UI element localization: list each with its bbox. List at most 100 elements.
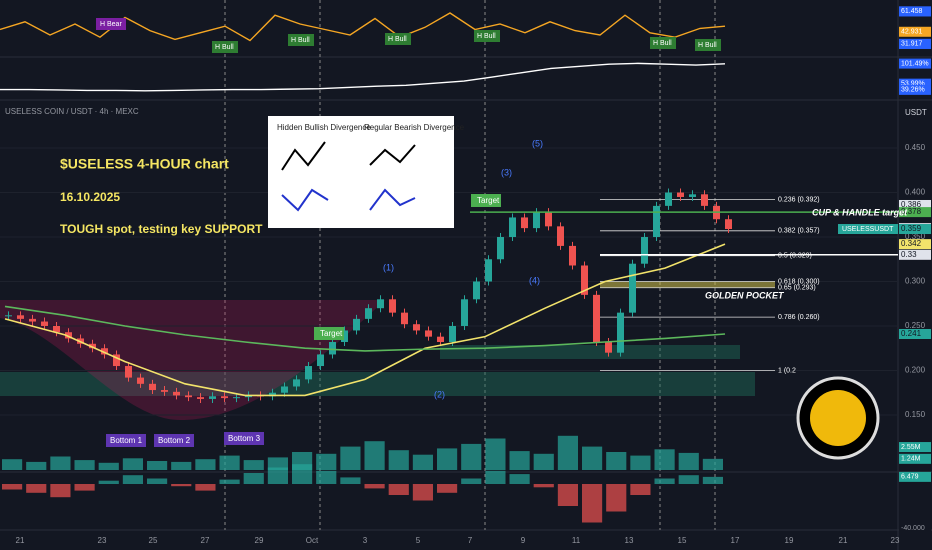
x-tick-label: 27 (201, 536, 210, 545)
div-label: H Bull (388, 36, 407, 43)
x-tick-label: 21 (839, 536, 848, 545)
value-tag (899, 84, 931, 95)
div-label: H Bull (291, 37, 310, 44)
date-note: 16.10.2025 (60, 190, 120, 204)
histogram-bar (364, 484, 385, 489)
candle (677, 192, 684, 197)
value-tag (899, 453, 931, 464)
inset-box (268, 116, 454, 228)
candle (425, 330, 432, 337)
histogram-bar (630, 455, 651, 470)
div-box (212, 41, 238, 53)
histogram-bar (678, 452, 699, 470)
fib-label: 0.236 (0.392) (778, 196, 820, 203)
y-tick-label: 0.350 (905, 232, 926, 241)
histogram-bar (122, 458, 143, 470)
candle (125, 366, 132, 378)
value-tag (899, 26, 931, 37)
price-tag (899, 207, 931, 218)
candle (485, 259, 492, 282)
histogram-bar (2, 459, 23, 470)
fib-label: 0.65 (0.293) (778, 285, 816, 292)
histogram-bar (267, 467, 288, 484)
x-tick-label: 5 (416, 536, 421, 545)
note: TOUGH spot, testing key SUPPORT (60, 222, 263, 236)
candle (533, 212, 540, 229)
target-box (314, 327, 344, 340)
candle (197, 397, 204, 399)
x-tick-label: 29 (255, 536, 264, 545)
fib-label: 0.618 (0.300) (778, 278, 820, 285)
candle (113, 354, 120, 367)
x-tick-label: 3 (363, 536, 368, 545)
support-zone (440, 345, 740, 359)
histogram-bar (388, 450, 409, 470)
candle (545, 212, 552, 227)
candle (269, 392, 276, 397)
value-tag (899, 78, 931, 89)
histogram-bar (74, 460, 95, 470)
price-tag-label: 0.33 (901, 250, 917, 259)
ticker-tag (838, 224, 898, 235)
y-tick-label: 0.450 (905, 143, 926, 152)
candle (653, 205, 660, 238)
histogram-bar (50, 484, 71, 498)
price-tag-label: 0.359 (901, 224, 922, 233)
histogram-bar (533, 453, 554, 470)
candle (89, 343, 96, 349)
candle (461, 299, 468, 326)
div-box (385, 33, 411, 45)
inset-osc (369, 188, 416, 211)
histogram-bar (412, 484, 433, 501)
histogram-bar (147, 461, 168, 470)
histogram-bar (147, 478, 168, 484)
value-tag-label: 53.99% (901, 80, 925, 87)
histogram-bar (654, 478, 675, 484)
currency: USDT (905, 108, 927, 117)
candle (5, 315, 12, 317)
histogram-bar (74, 484, 95, 491)
inset: Hidden Bullish Divergence Regular Bearis… (268, 116, 465, 228)
div-label: H Bear (100, 21, 122, 28)
wave-label: (3) (501, 167, 512, 177)
candle (401, 312, 408, 325)
candle (317, 354, 324, 367)
histogram-bar (50, 456, 71, 470)
candle (101, 348, 108, 355)
histogram-bar (243, 460, 264, 470)
logo-coin (810, 390, 866, 446)
histogram-bar (582, 446, 603, 470)
value-tag-label: 61.458 (901, 8, 923, 15)
value-tag (899, 523, 931, 533)
candle (65, 332, 72, 339)
coin-logo (796, 376, 880, 460)
candle (233, 397, 240, 399)
value-tag-label: 31.917 (901, 41, 923, 48)
candle (365, 308, 372, 319)
candle (353, 318, 360, 331)
x-tick-label: 11 (572, 536, 581, 545)
divergence-labels: H Bear H Bull H Bull H Bull H Bull H Bul… (96, 18, 721, 53)
x-tick-label: 23 (891, 536, 900, 545)
golden-pocket-label: GOLDEN POCKET (705, 290, 785, 300)
x-tick-label: 19 (785, 536, 794, 545)
candle (617, 312, 624, 353)
inset-osc (281, 188, 329, 212)
candle (557, 226, 564, 246)
histogram-bar (26, 484, 47, 493)
candle (173, 391, 180, 396)
target-label: Target (477, 196, 500, 205)
histogram-bar (98, 462, 119, 470)
histogram-bar (606, 452, 627, 470)
bottom-box (224, 432, 264, 445)
indicator-line (0, 62, 726, 92)
price-tag (899, 328, 931, 339)
price-tag-label: 0.342 (901, 239, 922, 248)
div-label: H Bull (215, 44, 234, 51)
bottom-label: Bottom 2 (158, 436, 191, 445)
bottom-box (106, 434, 146, 447)
main-panel: 0.450 0.400 0.350 0.300 0.250 0.200 0.150 0.236… (0, 6, 931, 545)
histogram-bar (654, 449, 675, 470)
candle (53, 325, 60, 333)
